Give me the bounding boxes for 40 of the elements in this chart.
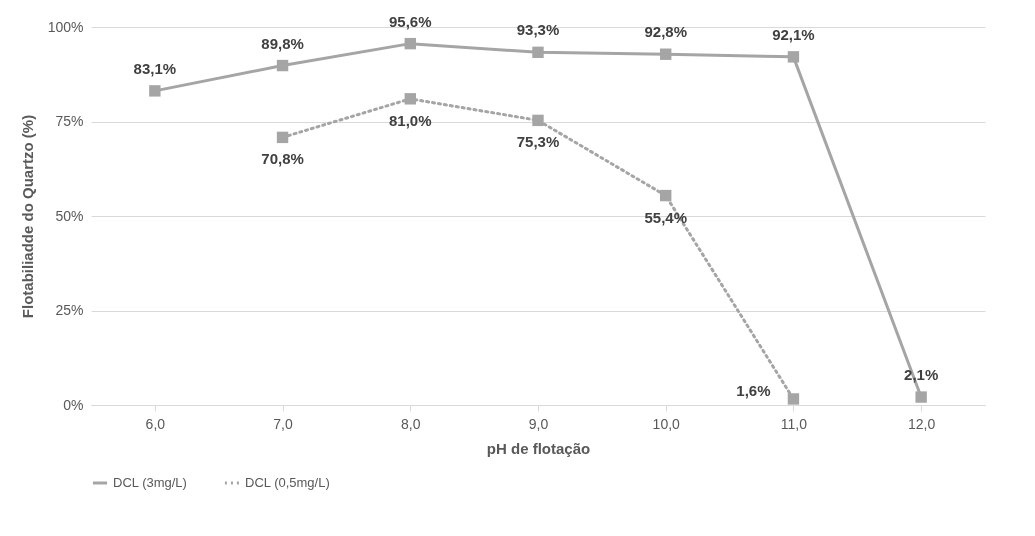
y-tick-label: 50% (55, 207, 84, 224)
x-tick-label: 8,0 (401, 415, 421, 432)
data-label: 93,3% (516, 21, 560, 39)
data-label: 83,1% (133, 59, 177, 77)
point (276, 59, 289, 72)
point (660, 48, 672, 60)
data-label: 75,3% (516, 133, 560, 151)
point (532, 46, 544, 59)
point (915, 391, 927, 403)
x-axis-title: pH de flotação (486, 439, 591, 457)
data-label: 92,8% (644, 23, 687, 41)
point (532, 114, 544, 127)
x-tick-label: 12,0 (908, 415, 936, 432)
point (404, 37, 416, 50)
data-label: 55,4% (644, 208, 687, 226)
data-label: 89,8% (261, 34, 304, 52)
x-tick-label: 10,0 (652, 415, 681, 432)
x-tick-label: 7,0 (273, 415, 294, 432)
data-label: 2,1% (904, 366, 939, 384)
point (149, 85, 161, 97)
data-label: 81,0% (389, 111, 432, 129)
y-axis-title: Flotabiliadde do Quartzo (%) (18, 114, 36, 319)
y-tick-label: 0% (63, 396, 84, 413)
y-tick-label: 25% (55, 302, 84, 318)
x-tick-label: 9,0 (528, 415, 549, 432)
y-tick-label: 75% (55, 113, 84, 129)
point (787, 51, 800, 63)
data-label: 92,1% (772, 25, 815, 43)
legend-label: DCL (3mg/L) (113, 475, 187, 490)
point (276, 131, 289, 144)
legend-label: DCL (0,5mg/L) (245, 475, 330, 490)
x-tick-label: 11,0 (780, 415, 808, 432)
y-tick-label: 100% (47, 18, 84, 35)
data-label: 1,6% (736, 381, 771, 399)
point (787, 393, 800, 405)
point (660, 189, 672, 202)
data-label: 70,8% (261, 150, 304, 168)
x-tick-label: 6,0 (145, 415, 166, 432)
point (404, 93, 416, 105)
data-label: 95,6% (389, 12, 432, 30)
